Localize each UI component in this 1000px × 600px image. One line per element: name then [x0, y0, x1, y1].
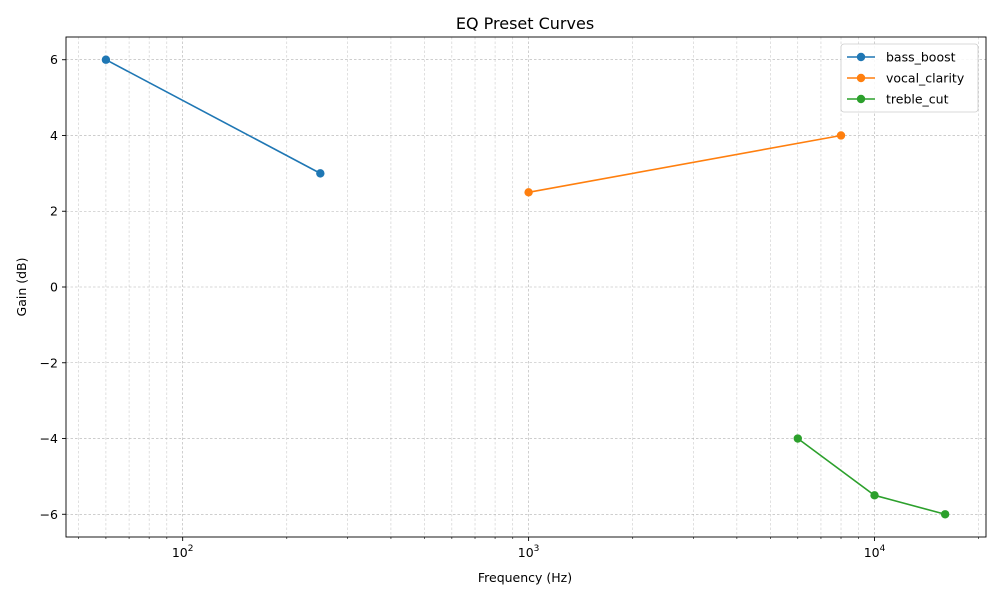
series-line: [105, 59, 321, 175]
x-tick-base: 10: [518, 545, 534, 560]
legend-label: vocal_clarity: [886, 71, 965, 86]
y-tick-label: −6: [40, 507, 58, 522]
grid: [66, 37, 986, 537]
series-treble-cut: [793, 434, 950, 519]
y-tick-label: 6: [50, 52, 58, 67]
data-point: [870, 491, 879, 500]
legend-item-treble-cut: treble_cut: [847, 92, 949, 107]
legend: bass_boost vocal_clarity treble_cut: [840, 43, 979, 113]
x-tick-label: 104: [864, 544, 886, 560]
x-tick-exponent: 4: [880, 544, 886, 554]
y-tick-label: 2: [50, 204, 58, 219]
x-tick-exponent: 3: [534, 544, 540, 554]
legend-label: treble_cut: [886, 92, 949, 107]
data-point: [316, 169, 325, 178]
y-axis-ticks: 6 4 2 0 −2 −4 −6: [40, 52, 66, 522]
x-axis-ticks: 102 103 104: [78, 537, 979, 560]
chart-title: EQ Preset Curves: [456, 14, 594, 33]
y-tick-label: −4: [40, 431, 58, 446]
legend-marker: [856, 94, 866, 104]
data-point: [793, 434, 802, 443]
x-tick-exponent: 2: [188, 544, 194, 554]
series-layer: [101, 55, 950, 519]
legend-box: [840, 43, 979, 113]
series-line: [528, 134, 842, 194]
y-tick-label: 0: [50, 280, 58, 295]
y-tick-label: 4: [50, 128, 58, 143]
series-bass-boost: [101, 55, 325, 178]
data-point: [940, 510, 950, 519]
legend-marker: [856, 73, 866, 83]
y-axis-label: Gain (dB): [14, 258, 29, 317]
data-point: [101, 55, 111, 64]
x-tick-base: 10: [172, 545, 188, 560]
legend-label: bass_boost: [886, 50, 956, 65]
legend-item-bass-boost: bass_boost: [847, 50, 956, 65]
legend-marker: [856, 52, 866, 62]
x-tick-base: 10: [864, 545, 880, 560]
x-tick-label: 102: [172, 544, 194, 560]
x-axis-label: Frequency (Hz): [478, 570, 572, 585]
data-point: [524, 188, 533, 197]
legend-item-vocal-clarity: vocal_clarity: [847, 71, 965, 86]
y-tick-label: −2: [40, 355, 58, 370]
series-vocal-clarity: [524, 131, 846, 197]
data-point: [836, 131, 846, 140]
x-tick-label: 103: [518, 544, 540, 560]
